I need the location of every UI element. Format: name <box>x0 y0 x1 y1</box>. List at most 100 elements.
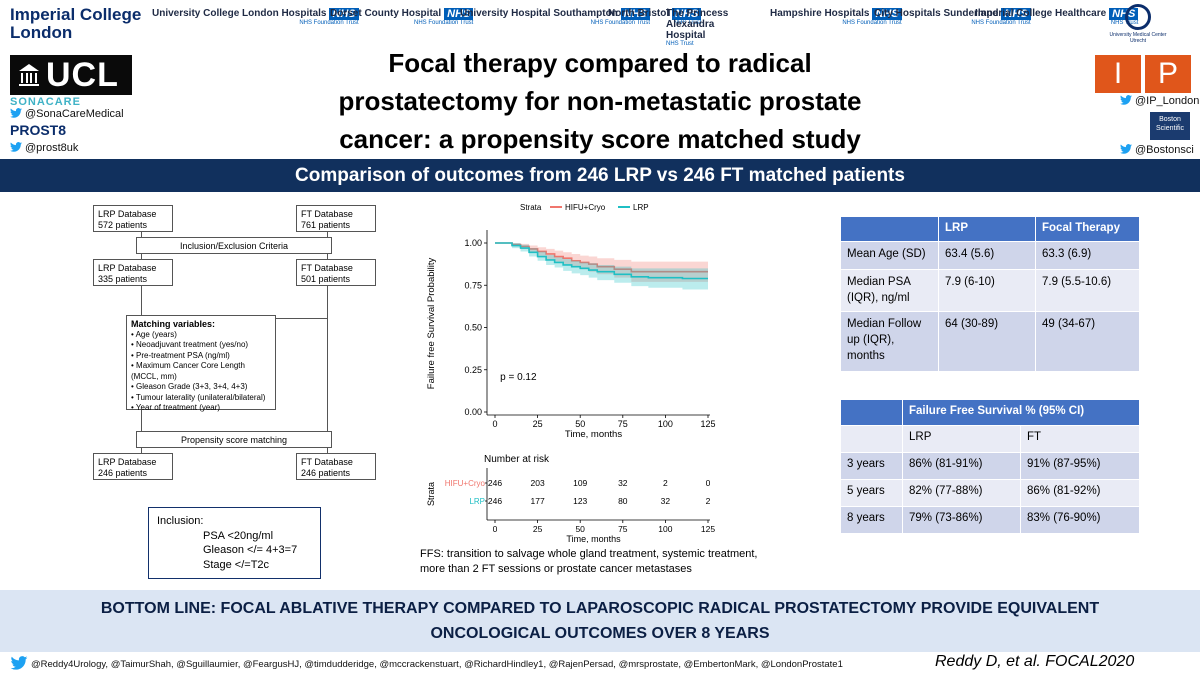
ffs-table: Failure Free Survival % (95% CI) LRP FT … <box>840 399 1140 534</box>
risk-count: 32 <box>661 496 671 506</box>
table-row: LRP FT <box>840 425 1140 453</box>
matching-item: • Pre-treatment PSA (ng/ml) <box>131 350 230 360</box>
risk-count: 123 <box>573 496 587 506</box>
imperial-logo: Imperial College London <box>10 6 141 42</box>
legend-title: Strata <box>520 203 542 212</box>
twitter-icon <box>1120 144 1132 154</box>
table-row: 3 years 86% (81-91%) 91% (87-95%) <box>840 452 1140 480</box>
risk-row-label: LRP <box>469 497 485 506</box>
citation: Reddy D, et al. FOCAL2020 <box>935 653 1135 670</box>
risk-x-tick-label: 75 <box>618 524 628 534</box>
footer-handles[interactable]: @Reddy4Urology, @TaimurShah, @Sguillaumi… <box>10 656 843 670</box>
table-row: 5 years 82% (77-88%) 86% (81-92%) <box>840 479 1140 507</box>
table-row: Mean Age (SD) 63.4 (5.6) 63.3 (6.9) <box>840 241 1140 270</box>
risk-count: 2 <box>706 496 711 506</box>
legend-label: HIFU+Cryo <box>565 203 606 212</box>
twitter-icon <box>10 656 28 670</box>
flow-lrp-db-572: LRP Database 572 patients <box>93 205 173 232</box>
nhs-logo-sunderland: City Hospitals Sunderland NHS NHS Foundat… <box>874 8 1031 26</box>
flow-ft-db-761: FT Database 761 patients <box>296 205 376 232</box>
risk-count: 246 <box>488 478 502 488</box>
x-tick-label: 125 <box>700 419 715 429</box>
matching-item: • Neoadjuvant treatment (yes/no) <box>131 340 249 349</box>
x-tick-label: 0 <box>492 419 497 429</box>
x-axis-label: Time, months <box>565 429 622 440</box>
y-tick-label: 0.00 <box>464 407 482 417</box>
x-tick-label: 50 <box>575 419 585 429</box>
risk-count: 32 <box>618 478 628 488</box>
table-row: Median Follow up (IQR), months 64 (30-89… <box>840 311 1140 372</box>
flow-ft-db-246: FT Database 246 patients <box>296 453 376 480</box>
matching-item: • Maximum Cancer Core Length (MCCL, mm) <box>131 361 245 381</box>
y-tick-label: 0.25 <box>464 365 482 375</box>
baseline-table: LRP Focal Therapy Mean Age (SD) 63.4 (5.… <box>840 216 1140 372</box>
x-tick-label: 25 <box>533 419 543 429</box>
flow-lrp-db-335: LRP Database 335 patients <box>93 259 173 286</box>
x-tick-label: 100 <box>658 419 673 429</box>
twitter-icon <box>1120 95 1132 105</box>
ffs-definition-note: FFS: transition to salvage whole gland t… <box>420 548 758 575</box>
risk-count: 80 <box>618 496 628 506</box>
risk-count: 109 <box>573 478 587 488</box>
prost8-logo: PROST8 <box>10 122 67 138</box>
p-value: p = 0.12 <box>500 372 537 383</box>
flow-matching-variables: Matching variables: • Age (years) • Neoa… <box>126 315 276 412</box>
risk-x-axis-label: Time, months <box>566 534 621 543</box>
bottom-line: BOTTOM LINE: FOCAL ABLATIVE THERAPY COMP… <box>0 590 1200 652</box>
flow-lrp-db-246: LRP Database 246 patients <box>93 453 173 480</box>
boston-scientific-logo: Boston Scientific <box>1150 112 1190 140</box>
y-axis-label: Failure free Survival Probability <box>426 258 437 390</box>
survival-curve <box>495 242 708 280</box>
risk-count: 246 <box>488 496 502 506</box>
matching-item: • Tumour laterality (unilateral/bilatera… <box>131 392 266 402</box>
y-tick-label: 0.50 <box>464 323 482 333</box>
poster-title: Focal therapy compared to radical prosta… <box>338 48 862 154</box>
risk-row-label: HIFU+Cryo <box>445 479 486 488</box>
nhs-logo-north-bristol: North Bristol NHS NHS Trust <box>608 8 702 26</box>
matching-item: • Gleason Grade (3+3, 3+4, 4+3) <box>131 382 248 391</box>
nhs-logo-southampton: University Hospital Southampton NHS NHS F… <box>460 8 651 26</box>
ip-logo: I P <box>1095 55 1191 93</box>
risk-x-tick-label: 50 <box>575 524 585 534</box>
table-header <box>840 216 939 242</box>
survival-curve <box>495 242 708 273</box>
ip-twitter-handle[interactable]: @IP_London <box>1120 95 1199 107</box>
legend-label: LRP <box>633 203 649 212</box>
umc-emblem-icon <box>1125 4 1151 30</box>
table-row: 8 years 79% (73-86%) 83% (76-90%) <box>840 506 1140 534</box>
km-survival-plot: Strata HIFU+Cryo LRP 0.00 0.25 0.50 0.75 1.00 0 2… <box>426 203 716 543</box>
risk-table-title: Number at risk <box>484 454 550 465</box>
risk-x-tick-label: 25 <box>533 524 543 534</box>
y-tick-label: 1.00 <box>464 238 482 248</box>
ucl-logo: UCL <box>10 55 132 95</box>
nhs-logo-hampshire: Hampshire Hospitals NHS NHS Foundation Tr… <box>770 8 902 26</box>
risk-y-label: Strata <box>426 482 436 506</box>
nhs-logo-uclh: University College London Hospitals NHS N… <box>152 8 359 26</box>
flow-psm: Propensity score matching <box>136 431 332 448</box>
twitter-icon <box>10 142 22 152</box>
table-header: Failure Free Survival % (95% CI) <box>902 399 1140 426</box>
table-header: Focal Therapy <box>1035 216 1140 242</box>
sonacare-logo: SONACARE <box>10 96 81 108</box>
x-tick-label: 75 <box>618 419 628 429</box>
imperial-line-1: Imperial College <box>10 5 142 24</box>
risk-count: 2 <box>663 478 668 488</box>
y-tick-label: 0.75 <box>464 280 482 290</box>
umc-utrecht-logo: University Medical Center Utrecht <box>1108 4 1168 44</box>
matching-item: • Age (years) <box>131 329 177 339</box>
risk-x-tick-label: 100 <box>658 524 672 534</box>
risk-x-tick-label: 125 <box>701 524 715 534</box>
risk-count: 0 <box>706 478 711 488</box>
matching-item: • Year of treatment (year) <box>131 403 221 412</box>
inclusion-box: Inclusion: PSA <20ng/ml Gleason </= 4+3=… <box>148 507 321 579</box>
table-header: LRP <box>938 216 1036 242</box>
imperial-line-2: London <box>10 23 73 42</box>
prost8-twitter-handle[interactable]: @prost8uk <box>10 142 78 154</box>
sonacare-twitter-handle[interactable]: @SonaCareMedical <box>10 108 124 120</box>
flow-criteria: Inclusion/Exclusion Criteria <box>136 237 332 254</box>
table-row: Median PSA (IQR), ng/ml 7.9 (6-10) 7.9 (… <box>840 269 1140 312</box>
nhs-logo-princess-alexandra: The Princess Alexandra Hospital NHS Trus… <box>666 8 729 47</box>
boston-twitter-handle[interactable]: @Bostonsci <box>1120 144 1194 156</box>
nhs-logo-dorset: Dorset County Hospital NHS NHS Foundation… <box>330 8 474 26</box>
risk-count: 177 <box>531 496 545 506</box>
